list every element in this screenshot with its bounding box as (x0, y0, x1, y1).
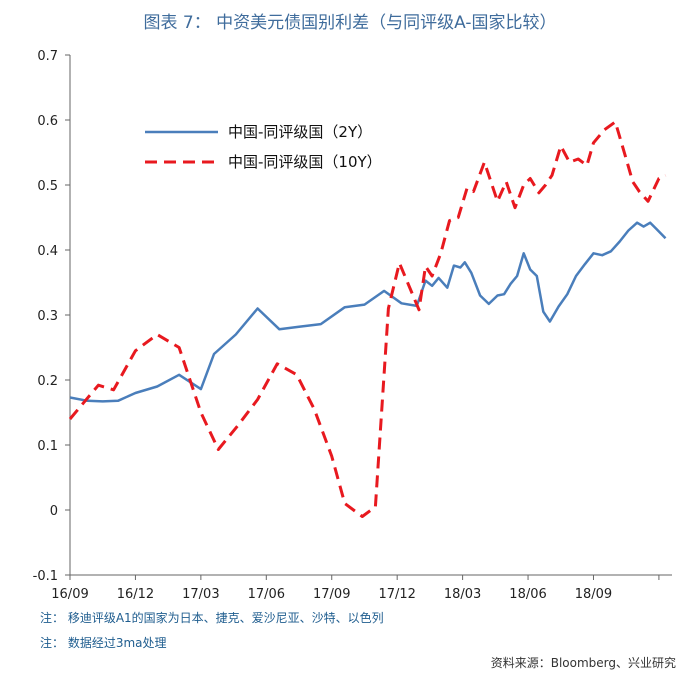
y-tick-label: 0.6 (37, 114, 58, 129)
y-tick-label: 0.3 (37, 309, 58, 324)
series-layer (68, 120, 667, 518)
x-tick-label: 17/06 (248, 587, 285, 602)
y-tick-label: 0.7 (37, 49, 58, 64)
x-tick-label: 17/12 (378, 587, 415, 602)
y-ticks: -0.1 0 0.1 0.2 0.3 0.4 0.5 0.6 0.7 (33, 49, 70, 584)
y-tick-label: 0 (50, 504, 58, 519)
series-line-2y (69, 221, 667, 403)
x-tick-label: 16/09 (51, 587, 88, 602)
x-tick-label: 18/06 (509, 587, 546, 602)
chart-title: 图表 7： 中资美元债国别利差（与同评级A-国家比较） (143, 13, 557, 33)
x-tick-label: 17/09 (313, 587, 350, 602)
x-tick-label: 16/12 (117, 587, 154, 602)
y-tick-label: 0.1 (37, 439, 58, 454)
y-tick-label: 0.4 (37, 244, 58, 259)
x-tick-label: 18/03 (444, 587, 481, 602)
x-tick-label: 18/09 (575, 587, 612, 602)
legend-label-2y: 中国-同评级国（2Y） (228, 123, 372, 141)
y-tick-label: 0.2 (37, 374, 58, 389)
data-source: 资料来源：Bloomberg、兴业研究 (490, 656, 676, 670)
legend-label-10y: 中国-同评级国（10Y） (228, 153, 382, 171)
footnote-rating: 注： 移迪评级A1的国家为日本、捷克、爱沙尼亚、沙特、以色列 (40, 611, 384, 625)
footnote-method: 注： 数据经过3ma处理 (40, 636, 167, 650)
y-tick-label: 0.5 (37, 179, 58, 194)
x-ticks: 16/09 16/12 17/03 17/06 17/09 17/12 18/03 18/06… (51, 575, 660, 602)
series-line-10y (68, 120, 667, 518)
x-tick-label: 17/03 (182, 587, 219, 602)
legend: 中国-同评级国（2Y） 中国-同评级国（10Y） (145, 123, 382, 171)
y-tick-label: -0.1 (33, 569, 58, 584)
